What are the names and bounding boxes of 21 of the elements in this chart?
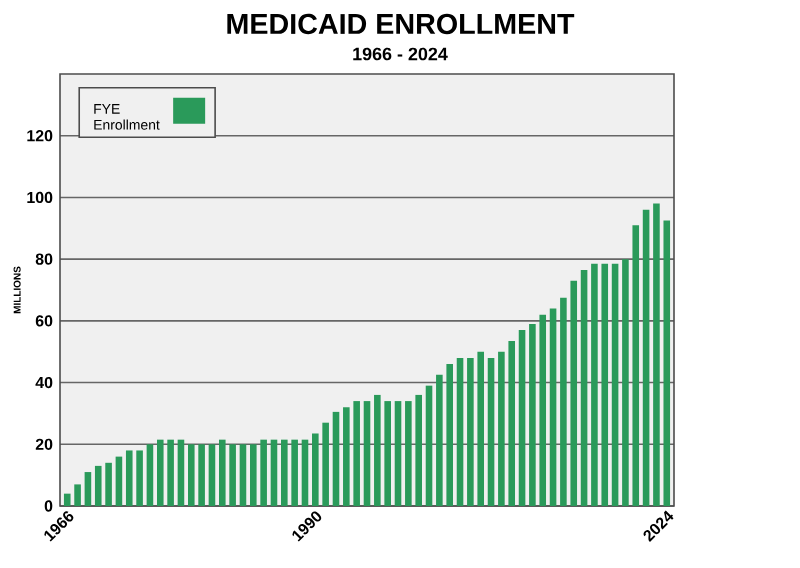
chart-subtitle: 1966 - 2024 (353, 47, 448, 61)
bar (146, 444, 154, 506)
bar (611, 263, 619, 506)
bar (332, 411, 340, 506)
bar (208, 444, 216, 506)
bar (301, 439, 309, 506)
bar (487, 357, 495, 506)
bar (518, 330, 526, 506)
chart-title: MEDICAID ENROLLMENT (227, 13, 575, 35)
bar (239, 444, 247, 506)
bar (177, 439, 185, 506)
bar (456, 357, 464, 506)
bar (425, 385, 433, 506)
bar (394, 401, 402, 506)
bar (115, 456, 123, 506)
bar (549, 308, 557, 506)
bar (363, 401, 371, 506)
bar (580, 269, 588, 506)
bar (270, 439, 278, 506)
bar (84, 472, 92, 506)
bar (642, 209, 650, 506)
